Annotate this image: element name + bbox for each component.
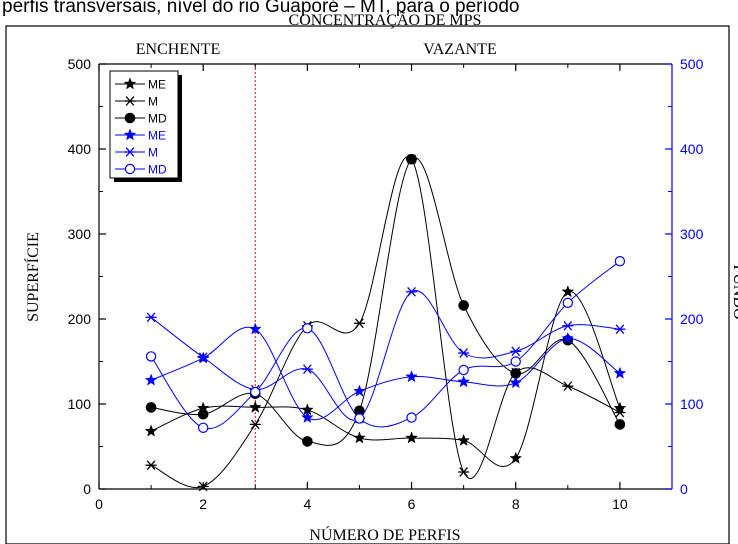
- figure-border: [5, 25, 730, 544]
- data-point-5: [614, 256, 626, 267]
- x-tick-label: 8: [512, 496, 520, 512]
- legend: ME M MD ME M MD: [109, 70, 182, 182]
- data-point-0: [613, 401, 627, 414]
- data-point-0: [561, 285, 575, 298]
- y-right-tick-label: 300: [680, 226, 704, 242]
- series-curves: [150, 156, 621, 489]
- legend-label-4: M: [148, 146, 158, 160]
- legend-label-5: MD: [148, 163, 167, 177]
- data-point-1: [145, 460, 157, 471]
- data-point-0: [509, 451, 523, 464]
- data-point-2: [302, 436, 313, 447]
- legend-marker-5: [124, 163, 136, 175]
- data-point-5: [562, 297, 574, 309]
- legend-marker-4: [124, 147, 136, 157]
- data-point-3: [353, 384, 366, 397]
- data-point-0: [405, 431, 418, 444]
- data-point-4: [562, 320, 574, 331]
- data-point-3: [144, 373, 158, 386]
- data-point-4: [406, 286, 418, 297]
- series-curve-4: [150, 290, 620, 421]
- data-point-5: [250, 386, 261, 398]
- data-point-3: [248, 322, 262, 335]
- data-point-3: [613, 366, 627, 379]
- x-tick-label: 10: [612, 496, 628, 512]
- data-point-3: [457, 375, 471, 388]
- data-point-2: [197, 408, 209, 420]
- series-curve-5: [150, 260, 621, 430]
- y-axis-left-label: SUPERFÍCIE: [23, 232, 42, 322]
- data-point-2: [406, 153, 417, 165]
- legend-marker-1: [124, 96, 136, 106]
- legend-marker-0: [123, 77, 137, 90]
- data-point-0: [457, 433, 471, 446]
- y-right-tick-label: 100: [680, 396, 704, 412]
- data-point-0: [353, 431, 366, 444]
- x-tick-label: 0: [95, 496, 103, 512]
- y-left-tick-label: 500: [68, 56, 92, 72]
- legend-label-2: MD: [148, 112, 167, 126]
- data-point-1: [458, 467, 470, 477]
- x-tick-label: 2: [199, 496, 207, 512]
- legend-marker-2: [124, 112, 136, 124]
- data-point-3: [509, 376, 523, 389]
- legend-label-3: ME: [148, 129, 166, 143]
- data-point-2: [458, 300, 469, 311]
- y-left-tick-label: 200: [68, 311, 92, 327]
- data-point-4: [614, 324, 626, 335]
- data-point-1: [614, 407, 626, 418]
- data-point-0: [248, 400, 262, 413]
- series-curve-1: [150, 156, 621, 489]
- annotation-vazante: VAZANTE: [423, 41, 496, 58]
- data-point-3: [561, 331, 575, 344]
- data-point-5: [302, 323, 313, 334]
- y-left-tick-label: 400: [68, 141, 92, 157]
- data-point-4: [197, 352, 209, 363]
- data-point-4: [301, 364, 313, 374]
- data-point-5: [354, 413, 365, 424]
- annotation-enchente: ENCHENTE: [136, 41, 220, 58]
- legend-marker-3: [123, 128, 137, 141]
- x-axis-label: NÚMERO DE PERFIS: [309, 525, 460, 544]
- data-point-5: [406, 412, 417, 423]
- legend-box: [109, 70, 179, 179]
- caption-fragment: perfis transversais, nível do rio Guapor…: [2, 0, 519, 17]
- data-point-4: [458, 348, 470, 358]
- y-right-tick-label: 400: [680, 141, 704, 157]
- y-axis-right-label: FUNDO: [730, 264, 738, 319]
- data-point-1: [353, 318, 365, 329]
- data-point-2: [145, 402, 157, 413]
- data-point-5: [510, 356, 521, 367]
- legend-label-0: ME: [148, 78, 166, 92]
- data-point-1: [562, 381, 574, 391]
- chart-title: CONCENTRAÇÃO DE MPS: [289, 11, 482, 29]
- data-point-3: [405, 370, 418, 383]
- data-point-4: [510, 346, 522, 357]
- data-point-5: [458, 364, 469, 376]
- x-tick-label: 4: [303, 496, 311, 512]
- y-left-tick-label: 0: [83, 481, 91, 497]
- x-tick-label: 6: [408, 496, 416, 512]
- y-right-tick-label: 500: [680, 56, 704, 72]
- y-right-tick-label: 0: [680, 481, 688, 497]
- data-point-3: [300, 410, 314, 424]
- data-point-1: [249, 419, 261, 430]
- data-point-0: [144, 424, 158, 437]
- y-left-tick-label: 100: [68, 396, 92, 412]
- data-point-4: [145, 312, 157, 323]
- legend-label-1: M: [148, 95, 158, 109]
- data-point-2: [614, 419, 626, 430]
- series-curve-0: [150, 291, 621, 467]
- y-right-tick-label: 200: [680, 311, 704, 327]
- series-curve-2: [151, 157, 621, 446]
- y-left-tick-label: 300: [68, 226, 92, 242]
- data-point-5: [197, 422, 209, 433]
- data-point-5: [145, 351, 157, 362]
